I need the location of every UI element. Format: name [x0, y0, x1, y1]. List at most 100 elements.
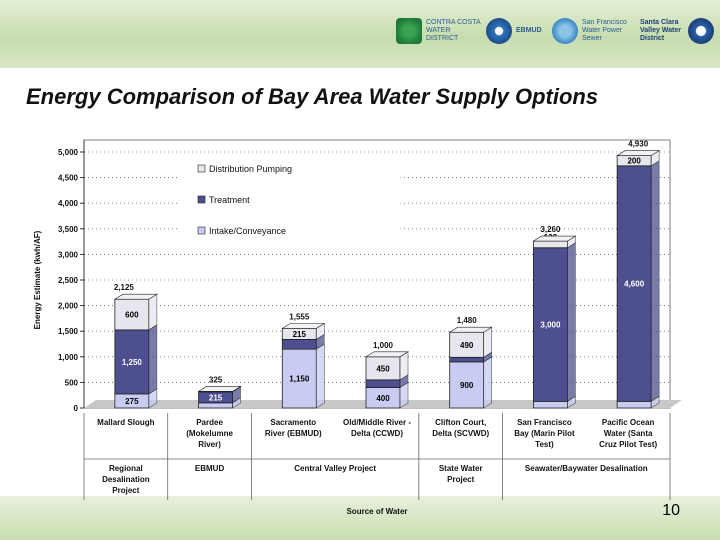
header-banner	[0, 0, 720, 68]
bar-top-face	[113, 293, 158, 300]
category-label: San Francisco	[517, 418, 572, 427]
total-label: 1,480	[457, 316, 478, 325]
y-tick-label: 4,500	[58, 174, 79, 183]
y-tick-label: 5,000	[58, 148, 79, 157]
bar-side	[483, 356, 493, 409]
y-tick-label: 1,000	[58, 353, 79, 362]
logo-santa-clara: Santa Clara Valley Water District	[640, 14, 714, 48]
y-tick-label: 500	[65, 378, 79, 387]
logo-santa-clara-text: Santa Clara Valley Water District	[640, 19, 681, 42]
bar-side	[148, 324, 158, 395]
group-label: Project	[112, 486, 139, 495]
total-label: 2,125	[114, 283, 135, 292]
bar-top-face	[448, 326, 493, 333]
y-tick-label: 2,500	[58, 276, 79, 285]
bar-side	[148, 293, 158, 331]
category-label: Old/Middle River -	[343, 418, 411, 427]
category-label: Pacific Ocean	[602, 418, 655, 427]
y-tick-label: 0	[74, 404, 79, 413]
slide-title: Energy Comparison of Bay Area Water Supp…	[26, 84, 599, 109]
total-label: 325	[209, 375, 223, 384]
group-label: EBMUD	[195, 464, 225, 473]
bar-distribution-pumping-0	[114, 298, 150, 331]
data-label: 1,250	[122, 358, 143, 367]
legend-swatch	[197, 164, 206, 173]
y-tick-label: 4,000	[58, 199, 79, 208]
category-label: Clifton Court,	[435, 418, 486, 427]
bar-side	[315, 343, 325, 409]
group-label: Regional	[109, 464, 143, 473]
data-label: 600	[125, 311, 139, 320]
data-label: 450	[376, 364, 390, 373]
category-label: River)	[198, 440, 221, 449]
y-axis-label: Energy Estimate (kwh/AF)	[33, 230, 42, 329]
bar-top-face	[197, 386, 242, 392]
bar-side	[567, 242, 576, 402]
group-label: Central Valley Project	[294, 464, 376, 473]
group-label: Project	[447, 475, 474, 484]
bar-side	[650, 160, 660, 402]
total-label: 1,555	[289, 312, 310, 321]
y-tick-label: 2,000	[58, 302, 79, 311]
leaf-icon	[396, 18, 422, 44]
bar-treatment-2	[281, 338, 317, 350]
bar-treatment-0	[114, 329, 150, 395]
logo-ebmud: EBMUD	[486, 14, 548, 48]
category-label: Delta (CCWD)	[351, 429, 403, 438]
data-label: 3,000	[540, 321, 561, 330]
legend-label: Distribution Pumping	[209, 164, 292, 174]
category-label: Mallard Slough	[97, 418, 154, 427]
total-label: 3,260	[540, 225, 561, 234]
group-label: Seawater/Baywater Desalination	[525, 464, 648, 473]
bar-top-face	[281, 323, 326, 329]
y-tick-label: 1,500	[58, 327, 79, 336]
legend-swatch	[197, 226, 206, 235]
total-label: 4,930	[628, 140, 649, 149]
category-label: Test)	[535, 440, 554, 449]
x-axis-label: Source of Water	[346, 507, 407, 516]
group-label: State Water	[439, 464, 483, 473]
y-tick-label: 3,500	[58, 225, 79, 234]
group-label: Desalination	[102, 475, 150, 484]
footer-banner	[0, 496, 720, 540]
category-label: Bay (Marin Pilot	[514, 429, 575, 438]
data-label: 275	[125, 397, 139, 406]
category-label: Water (Santa	[604, 429, 653, 438]
category-label: Delta (SCVWD)	[432, 429, 489, 438]
bar-treatment-3	[365, 379, 401, 388]
ebmud-swirl-icon	[486, 18, 512, 44]
data-label: 400	[376, 394, 390, 403]
data-label: 1,150	[289, 375, 310, 384]
bar-top-face	[532, 235, 577, 242]
page-number: 10	[662, 502, 680, 519]
data-label: 4,600	[624, 280, 645, 289]
category-label: (Mokelumne	[186, 429, 233, 438]
legend-box	[179, 156, 401, 248]
legend-swatch	[197, 195, 206, 204]
bar-top-face	[616, 150, 661, 156]
logo-ebmud-text: EBMUD	[516, 27, 542, 34]
category-label: Cruz Pilot Test)	[599, 440, 657, 449]
logo-sfpuc-text: San Francisco Water Power Sewer	[582, 19, 627, 42]
bar-intake-conveyance-2	[281, 348, 317, 409]
data-label: 200	[627, 157, 641, 166]
data-label: 215	[293, 330, 307, 339]
bar-top-face	[364, 351, 410, 358]
data-label: 900	[460, 381, 474, 390]
legend-label: Intake/Conveyance	[209, 226, 286, 236]
data-label: 215	[209, 393, 223, 402]
scvwd-seal-icon	[688, 18, 714, 44]
logo-contra-costa-text: CONTRA COSTA WATER DISTRICT	[426, 19, 481, 42]
category-label: River (EBMUD)	[265, 429, 322, 438]
y-tick-label: 3,000	[58, 250, 79, 259]
category-label: Pardee	[196, 418, 223, 427]
sfpuc-drop-icon	[552, 18, 578, 44]
bar-treatment-6	[616, 165, 652, 402]
legend-label: Treatment	[209, 195, 250, 205]
data-label: 490	[460, 341, 474, 350]
total-label: 1,000	[373, 341, 394, 350]
logo-contra-costa: CONTRA COSTA WATER DISTRICT	[396, 14, 484, 48]
category-label: Sacramento	[270, 418, 316, 427]
logo-sfpuc: San Francisco Water Power Sewer	[552, 14, 640, 48]
